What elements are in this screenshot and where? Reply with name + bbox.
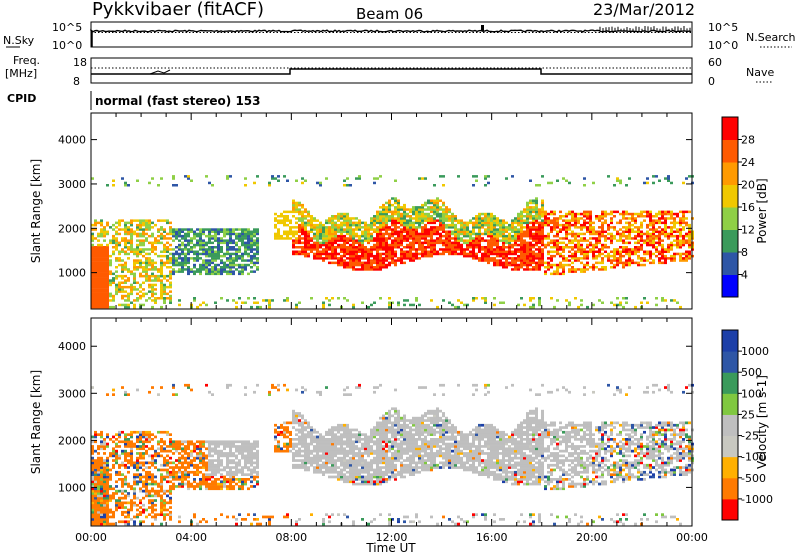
velocity-colorbar: 1000 500 100 25 -25 -100 -500 -1000	[721, 329, 773, 521]
nsky-tick-bottom: 10^0	[52, 39, 82, 52]
x-tick-label: 08:00	[275, 531, 307, 544]
x-tick-label: 04:00	[175, 531, 207, 544]
freq-tick-top: 18	[73, 56, 87, 69]
y-tick-label: 2000	[58, 222, 86, 235]
power-colorbar-label: Power [dB]	[755, 178, 769, 243]
x-tick-label: 00:00	[676, 531, 708, 544]
y-tick-label: 4000	[58, 134, 86, 147]
velocity-axes: 1000 2000 3000 4000 00:00 04:00 08:00 12:00 16:0…	[58, 318, 708, 544]
y-tick-label: 1000	[58, 481, 86, 494]
colorbar-tick-label: 28	[741, 134, 755, 147]
y-tick-label: 3000	[58, 178, 86, 191]
freq-trace	[91, 67, 692, 75]
y-tick-label: 3000	[58, 387, 86, 400]
freq-panel-frame	[90, 57, 693, 84]
colorbar-tick-label: 12	[741, 224, 755, 237]
colorbar-tick-label: 24	[741, 156, 755, 169]
colorbar-tick-label: 100	[741, 387, 762, 400]
colorbar-tick-label: -500	[741, 472, 766, 485]
y-tick-label: 4000	[58, 340, 86, 353]
nsky-panel-frame	[90, 21, 693, 48]
time-xlabel: Time UT	[365, 541, 416, 554]
colorbar-tick-label: 1000	[741, 345, 769, 358]
colorbar-tick-label: 16	[741, 201, 755, 214]
power-ylabel: Slant Range [km]	[29, 159, 43, 263]
colorbar-tick-label: -100	[741, 451, 766, 464]
nave-tick-bottom: 0	[708, 75, 715, 88]
velocity-heatmap	[91, 383, 694, 526]
nsky-label: N.Sky	[3, 34, 35, 47]
freq-unit-label: [MHz]	[5, 67, 37, 80]
cpid-label: CPID	[7, 92, 36, 105]
power-colorbar: 28 24 20 16 12 8 4	[721, 116, 755, 298]
beam-title: Beam 06	[356, 5, 423, 23]
nsearch-label: N.Search	[746, 31, 796, 44]
y-tick-label: 1000	[58, 267, 86, 280]
power-axes: 1000 2000 3000 4000	[58, 113, 693, 309]
power-heatmap	[91, 175, 694, 309]
colorbar-tick-label: 25	[741, 408, 755, 421]
nsearch-tick-top: 10^5	[708, 21, 738, 34]
nave-label: Nave	[746, 66, 774, 79]
velocity-colorbar-label: Velocity [m s-1]	[755, 375, 769, 469]
colorbar-tick-label: 20	[741, 179, 755, 192]
cpid-value: normal (fast stereo) 153	[95, 94, 261, 108]
nsky-tick-top: 10^5	[52, 21, 82, 34]
colorbar-tick-label: -25	[741, 430, 759, 443]
nave-tick-top: 60	[708, 56, 722, 69]
date-title: 23/Mar/2012	[593, 0, 695, 19]
y-tick-label: 2000	[58, 434, 86, 447]
freq-tick-bottom: 8	[73, 75, 80, 88]
colorbar-tick-label: -1000	[741, 493, 773, 506]
station-title: Pykkvibaer (fitACF)	[92, 0, 264, 20]
velocity-ylabel: Slant Range [km]	[29, 370, 43, 474]
x-tick-label: 20:00	[576, 531, 608, 544]
nsky-trace	[90, 25, 692, 47]
x-tick-label: 16:00	[476, 531, 508, 544]
nsearch-tick-bottom: 10^0	[708, 39, 738, 52]
colorbar-tick-label: 8	[741, 246, 748, 259]
x-tick-label: 00:00	[75, 531, 107, 544]
freq-label: Freq.	[13, 54, 40, 67]
colorbar-tick-label: 4	[741, 269, 748, 282]
x-tick-label: 12:00	[376, 531, 408, 544]
colorbar-tick-label: 500	[741, 366, 762, 379]
